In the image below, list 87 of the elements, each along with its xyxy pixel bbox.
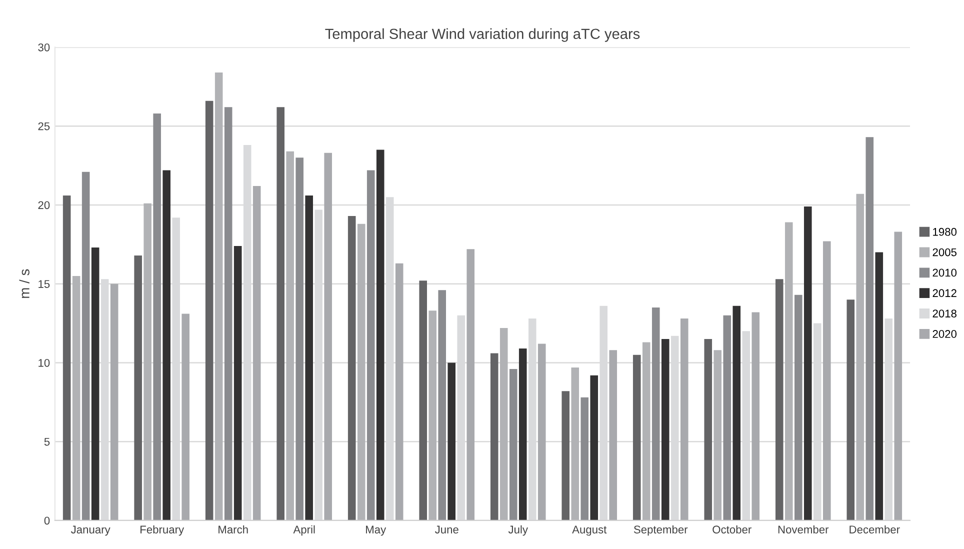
bar	[642, 342, 650, 520]
bar	[875, 252, 884, 520]
bar	[732, 306, 741, 520]
bar	[562, 391, 570, 520]
bar	[357, 224, 366, 520]
bar	[632, 354, 641, 520]
bar	[153, 113, 161, 520]
y-tick-label: 10	[38, 358, 50, 367]
y-tick-label: 30	[38, 43, 50, 52]
bar	[866, 137, 874, 520]
x-tick-label: November	[778, 525, 829, 534]
x-tick-label: March	[218, 525, 248, 534]
x-tick-label: October	[712, 525, 752, 534]
bar	[518, 348, 527, 520]
x-tick-label: May	[366, 526, 386, 536]
bar	[72, 276, 80, 520]
legend-label: 2018	[932, 310, 956, 318]
y-tick-label: 0	[44, 516, 50, 525]
bar	[376, 150, 384, 520]
x-tick-label: January	[70, 526, 110, 536]
legend-label: 1980	[933, 228, 957, 236]
bar	[144, 203, 152, 520]
legend-label: 2005	[932, 248, 956, 256]
bar	[500, 328, 508, 520]
bar	[214, 72, 223, 520]
bar	[661, 339, 670, 520]
bar	[428, 310, 436, 520]
y-axis-title: m / s	[19, 269, 30, 298]
bar	[305, 195, 313, 520]
bar	[448, 362, 456, 520]
bar	[134, 255, 142, 520]
bar	[590, 375, 598, 520]
bar	[224, 107, 232, 520]
y-tick-label: 25	[38, 122, 50, 130]
bar	[182, 314, 190, 520]
x-tick-label: August	[572, 526, 607, 536]
bar	[110, 284, 118, 520]
x-tick-label: December	[850, 525, 900, 534]
x-tick-label: April	[293, 525, 315, 536]
bar	[856, 194, 864, 520]
bar	[784, 222, 793, 520]
bar	[704, 339, 712, 520]
bar	[752, 312, 760, 520]
y-tick-label: 5	[44, 438, 50, 446]
bar	[252, 186, 261, 520]
bar	[276, 107, 284, 520]
bar	[234, 246, 242, 520]
x-tick-label: June	[434, 526, 458, 534]
bar	[580, 397, 589, 520]
bar	[286, 151, 294, 520]
bar	[894, 232, 902, 520]
y-tick-label: 15	[38, 280, 50, 288]
bar	[82, 172, 90, 520]
x-tick-label: September	[634, 525, 688, 536]
bar	[509, 369, 518, 520]
bar	[62, 195, 71, 520]
bar	[680, 318, 688, 520]
bar	[438, 290, 446, 520]
bar	[804, 206, 812, 520]
bar	[296, 158, 304, 520]
x-tick-label: July	[508, 525, 528, 536]
bar	[205, 100, 214, 520]
bar	[794, 294, 802, 520]
bar	[324, 152, 332, 520]
bar	[395, 263, 404, 520]
bar	[162, 170, 170, 520]
x-tick-label: February	[140, 525, 184, 536]
bar	[366, 170, 375, 520]
y-tick-label: 20	[38, 201, 50, 210]
bar	[538, 344, 546, 520]
chart-title: Temporal Shear Wind variation during aTC years	[325, 28, 640, 42]
legend-label: 2010	[932, 268, 957, 277]
bar	[571, 367, 580, 520]
bar	[466, 249, 474, 520]
bar	[348, 216, 356, 520]
bar	[490, 353, 498, 520]
bar	[609, 350, 618, 520]
legend-label: 2012	[932, 289, 956, 298]
bar	[723, 315, 732, 520]
legend-label: 2020	[932, 330, 957, 338]
bar	[775, 279, 784, 520]
bar	[419, 280, 427, 520]
bar	[91, 248, 100, 520]
bar	[846, 300, 855, 520]
bar	[714, 350, 722, 520]
bar	[822, 241, 831, 520]
bar	[652, 307, 660, 520]
